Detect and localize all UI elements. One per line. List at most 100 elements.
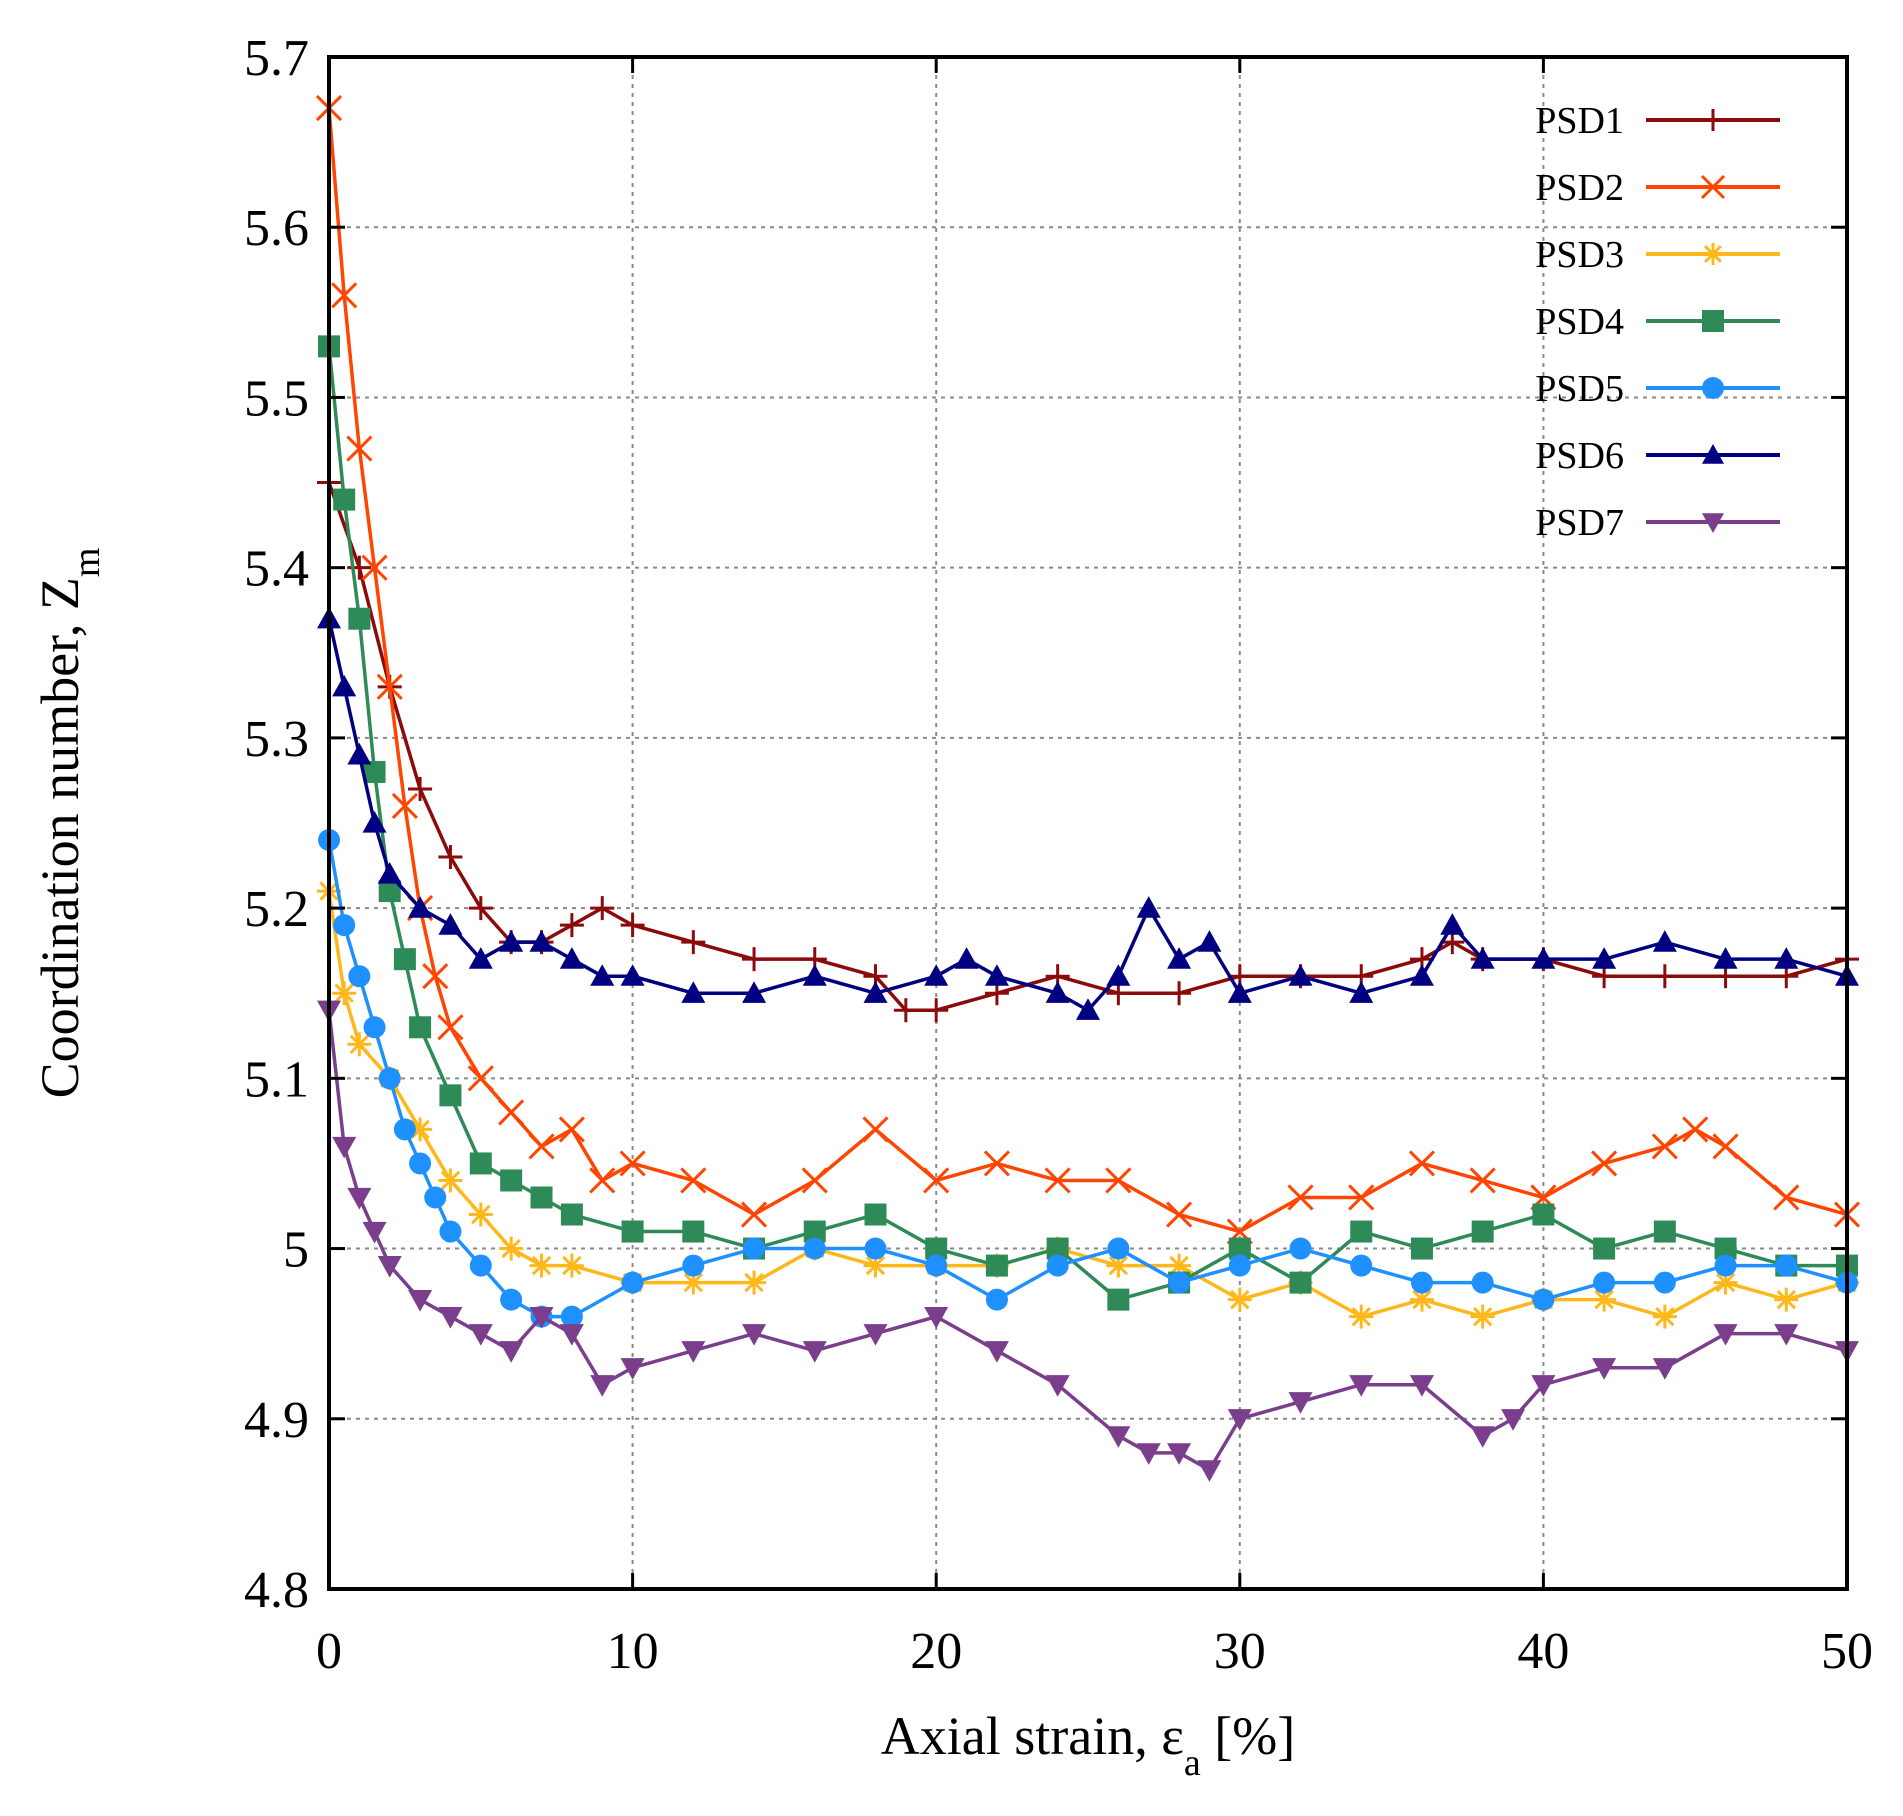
data-point xyxy=(347,742,372,765)
data-point xyxy=(560,1203,583,1226)
data-point xyxy=(468,1324,493,1346)
data-point xyxy=(1591,1150,1618,1177)
data-point xyxy=(376,673,403,700)
data-point xyxy=(984,964,1009,986)
legend: PSD1 PSD2 PSD3 PSD4 PSD5 PSD6 PSD7 xyxy=(1535,100,1780,544)
data-point xyxy=(1532,1203,1555,1226)
data-point xyxy=(740,1201,768,1228)
legend-label: PSD6 xyxy=(1535,435,1624,477)
data-point xyxy=(332,981,357,1006)
data-point xyxy=(346,435,373,462)
data-point xyxy=(1593,1237,1616,1260)
data-point xyxy=(347,1187,372,1210)
data-point xyxy=(1714,1254,1737,1277)
data-point xyxy=(742,947,767,972)
data-point xyxy=(469,1152,492,1175)
legend-marker xyxy=(1702,513,1724,533)
legend-entry: PSD3 xyxy=(1535,234,1780,276)
data-point xyxy=(924,964,949,986)
data-point xyxy=(802,964,827,986)
data-point xyxy=(621,1271,644,1294)
data-point xyxy=(1713,1324,1738,1346)
legend-label: PSD4 xyxy=(1535,301,1624,343)
data-point xyxy=(559,913,584,938)
data-point xyxy=(742,1270,767,1295)
data-point xyxy=(348,607,371,630)
y-tick-label: 5.6 xyxy=(244,200,309,257)
series-line xyxy=(327,480,1849,1012)
data-point xyxy=(408,1290,433,1312)
data-point xyxy=(377,1255,402,1278)
series-psd2 xyxy=(315,95,1861,1245)
data-point xyxy=(590,964,615,986)
data-point xyxy=(467,1065,494,1092)
data-point xyxy=(1682,1116,1709,1143)
data-point xyxy=(1289,1271,1312,1294)
data-point xyxy=(1653,1271,1676,1294)
data-point xyxy=(468,947,493,969)
data-point xyxy=(803,1220,826,1243)
data-point xyxy=(1469,1167,1496,1194)
data-point xyxy=(408,776,433,801)
data-point xyxy=(801,1167,828,1194)
data-point xyxy=(590,896,615,921)
data-point xyxy=(1288,1392,1313,1414)
series-line xyxy=(327,106,1849,1234)
data-point xyxy=(924,998,949,1023)
data-point xyxy=(378,880,401,903)
y-tick-label: 5.3 xyxy=(244,711,309,768)
data-point xyxy=(1168,1271,1191,1294)
data-point xyxy=(1773,1184,1800,1211)
data-point xyxy=(924,1307,949,1329)
data-point xyxy=(393,1118,416,1141)
data-point xyxy=(1774,1324,1799,1346)
data-point xyxy=(1471,1271,1494,1294)
legend-label: PSD7 xyxy=(1535,502,1624,544)
data-point xyxy=(498,1099,525,1126)
data-point xyxy=(1167,1443,1192,1465)
data-point xyxy=(1349,1375,1374,1397)
data-point xyxy=(1531,947,1556,969)
data-point xyxy=(590,1375,615,1397)
data-point xyxy=(925,1254,948,1277)
series-psd4 xyxy=(318,335,1858,1311)
data-point xyxy=(923,1167,950,1194)
data-point xyxy=(362,1221,387,1244)
data-point xyxy=(1652,1358,1677,1380)
data-point xyxy=(332,1136,357,1159)
data-point xyxy=(559,1324,584,1346)
legend-entry: PSD2 xyxy=(1535,167,1780,209)
data-point xyxy=(1652,930,1677,952)
data-point xyxy=(1289,1237,1312,1260)
x-axis-title-main: Axial strain, ε xyxy=(881,1706,1184,1766)
data-point xyxy=(378,1067,401,1090)
y-tick-label: 5.5 xyxy=(244,370,309,427)
data-point xyxy=(1166,1201,1193,1228)
data-point xyxy=(424,1186,447,1209)
data-point xyxy=(409,1016,432,1039)
series-line xyxy=(327,838,1849,1319)
series-psd1 xyxy=(317,470,1859,1023)
data-point xyxy=(742,1324,767,1346)
data-point xyxy=(1712,1133,1739,1160)
data-point xyxy=(620,964,645,986)
data-point xyxy=(363,760,386,783)
data-point xyxy=(864,1203,887,1226)
data-point xyxy=(984,1341,1009,1363)
legend-label: PSD2 xyxy=(1535,167,1624,209)
data-point xyxy=(681,930,706,955)
data-point xyxy=(437,1014,464,1041)
data-point xyxy=(393,948,416,971)
data-point xyxy=(1287,1184,1314,1211)
data-point xyxy=(439,1220,462,1243)
data-point xyxy=(1167,947,1192,969)
legend-entry: PSD5 xyxy=(1535,368,1780,410)
data-point xyxy=(500,1288,523,1311)
data-point xyxy=(985,1288,1008,1311)
data-point xyxy=(1350,1220,1373,1243)
data-point xyxy=(1408,1150,1436,1177)
data-point xyxy=(1106,1426,1131,1448)
data-point xyxy=(1714,1237,1737,1260)
data-point xyxy=(864,1237,887,1260)
